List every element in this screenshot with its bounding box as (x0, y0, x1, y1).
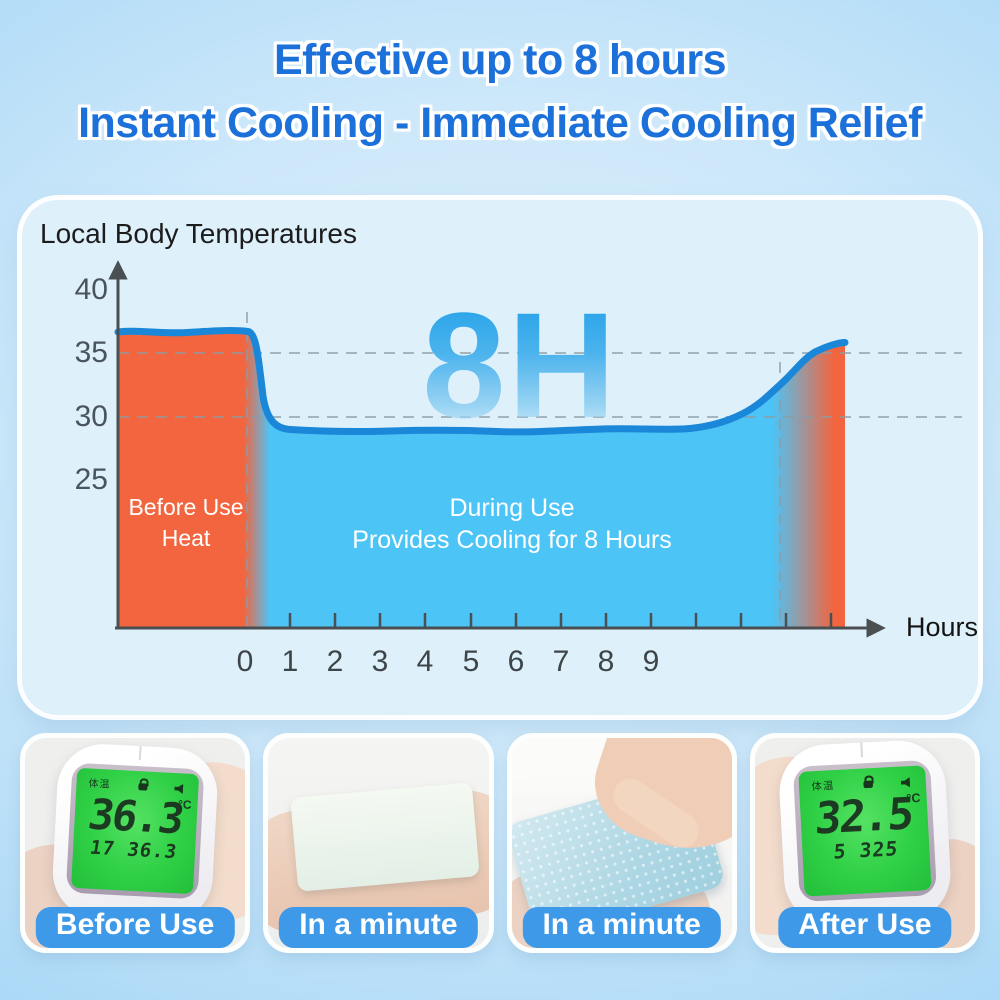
caption-pill-after-use: After Use (778, 907, 952, 948)
before-use-region-label: Before Use Heat (118, 492, 254, 554)
photo-card-gel-sheet: In a minute (506, 733, 737, 953)
caption-pill-in-a-minute-1: In a minute (279, 907, 478, 948)
lcd-status-text: 体温 (811, 779, 835, 793)
x-tick-8: 8 (597, 645, 615, 678)
device-seam (860, 742, 863, 758)
header: Effective up to 8 hours Instant Cooling … (0, 36, 1000, 148)
speaker-icon (900, 777, 913, 788)
lock-icon (137, 783, 148, 791)
during-use-region-label: During Use Provides Cooling for 8 Hours (290, 492, 734, 556)
x-tick-9: 9 (642, 645, 660, 678)
before-use-line2: Heat (161, 525, 211, 551)
temperature-area-chart (108, 260, 962, 638)
thermometer-device: 体温 32.5 °C 5 325 (777, 738, 953, 928)
lcd-main-reading: 32.5 °C (799, 787, 928, 845)
screen-bezel: 体温 36.3 °C 17 36.3 (65, 762, 205, 900)
x-tick-2: 2 (326, 645, 344, 678)
caption-pill-before-use: Before Use (35, 907, 235, 948)
headline-line2: Instant Cooling - Immediate Cooling Reli… (78, 99, 922, 147)
x-tick-3: 3 (371, 645, 389, 678)
x-tick-marks (288, 613, 833, 628)
x-tick-1: 1 (281, 645, 299, 678)
thermometer-device: 体温 36.3 °C 17 36.3 (50, 741, 220, 925)
x-tick-0: 0 (236, 645, 254, 678)
photo-card-patch-applied: In a minute (263, 733, 494, 953)
speaker-icon (174, 784, 187, 795)
caption-pill-in-a-minute-2: In a minute (522, 907, 721, 948)
x-tick-4: 4 (416, 645, 434, 678)
during-use-line2: Provides Cooling for 8 Hours (352, 526, 672, 554)
lock-icon (862, 780, 873, 789)
x-axis-name: Hours (906, 612, 978, 642)
photo-card-after-use: 体温 32.5 °C 5 325 After Use (749, 733, 980, 953)
chart-title: Local Body Temperatures (40, 218, 357, 249)
lcd-main-reading: 36.3 °C (74, 789, 198, 844)
y-tick-40: 40 (74, 273, 108, 306)
screen-bezel: 体温 32.5 °C 5 325 (792, 759, 937, 903)
during-use-line1: During Use (449, 494, 575, 522)
photo-card-before-use: 体温 36.3 °C 17 36.3 Before Use (20, 733, 251, 953)
axes (108, 260, 886, 638)
lcd-unit: °C (177, 797, 193, 812)
lcd-display: 体温 32.5 °C 5 325 (798, 765, 932, 897)
watermark-8h: 8H (390, 290, 650, 440)
device-seam (138, 746, 142, 761)
lcd-unit: °C (905, 790, 921, 806)
cooling-patch (290, 782, 481, 892)
lcd-sub-value: 5 325 (832, 837, 899, 864)
headline-line1: Effective up to 8 hours (273, 36, 727, 84)
temperature-area-fill (118, 330, 845, 628)
x-tick-5: 5 (462, 645, 480, 678)
y-tick-35: 35 (74, 336, 108, 369)
lcd-status-text: 体温 (88, 778, 111, 791)
photo-strip: 体温 36.3 °C 17 36.3 Before Use In a (20, 733, 980, 953)
y-tick-25: 25 (74, 463, 108, 496)
x-tick-7: 7 (552, 645, 570, 678)
lcd-sub-value: 17 36.3 (88, 836, 180, 864)
temperature-curve (114, 327, 849, 436)
lcd-temperature-value: 36.3 (85, 789, 187, 844)
lcd-temperature-value: 32.5 (813, 787, 915, 845)
x-tick-6: 6 (507, 645, 525, 678)
before-use-line1: Before Use (128, 494, 244, 520)
temperature-chart-panel: Local Body Temperatures 8H 40 35 30 25 0… (22, 200, 978, 715)
y-tick-30: 30 (74, 400, 108, 433)
lcd-display: 体温 36.3 °C 17 36.3 (71, 767, 200, 895)
